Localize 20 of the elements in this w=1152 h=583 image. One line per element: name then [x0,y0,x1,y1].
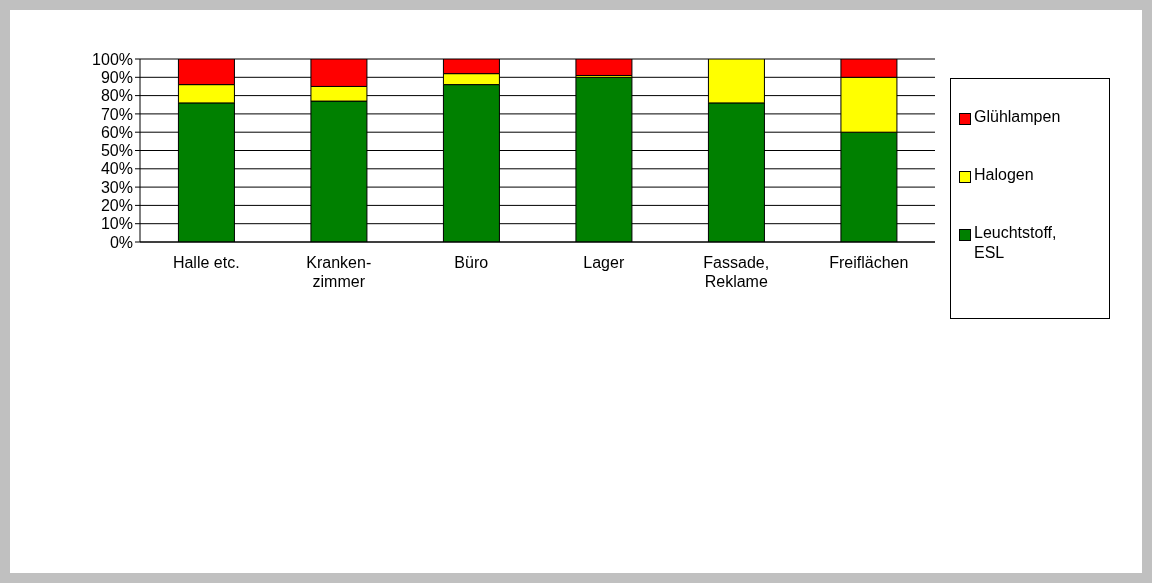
x-tick-label: Fassade, Reklame [703,254,770,290]
y-tick-label: 10% [100,215,133,233]
y-tick-label: 80% [100,87,133,105]
y-tick-label: 50% [100,142,133,160]
x-tick-label: Kranken- zimmer [306,254,372,290]
y-tick-label: 100% [92,50,133,68]
x-tick-label: Freiflächen [829,254,909,271]
x-tick-label: Lager [583,254,625,271]
legend-label: Glühlampen [974,107,1061,127]
y-tick-label: 90% [100,68,133,86]
legend-label: Leuchtstoff, ESL [974,223,1057,263]
legend-label: Halogen [974,165,1034,185]
y-tick-label: 0% [109,233,133,251]
y-tick-label: 40% [100,160,133,178]
x-tick-label: Halle etc. [172,254,240,271]
y-tick-label: 70% [100,105,133,123]
y-tick-label: 20% [100,197,133,215]
y-tick-label: 30% [100,178,133,196]
y-tick-label: 60% [100,123,133,141]
x-tick-label: Büro [454,254,489,271]
